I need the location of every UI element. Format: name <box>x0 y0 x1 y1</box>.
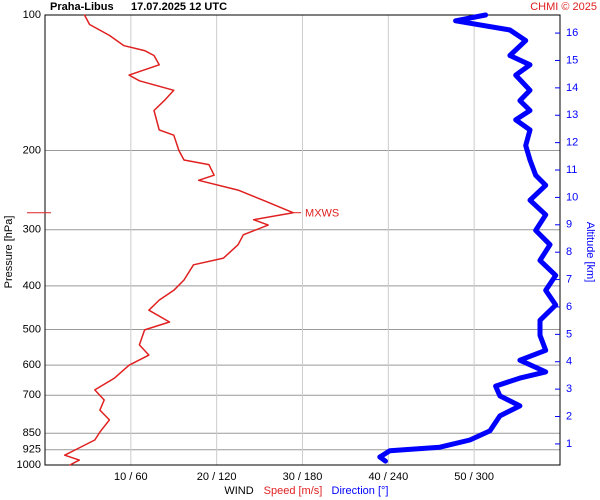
legend-label: Speed [m/s] <box>264 485 323 497</box>
annotation-label: MXWS <box>305 208 339 220</box>
y2-tick-label: 7 <box>566 273 572 285</box>
legend-label: Direction [°] <box>332 485 389 497</box>
y2-tick-label: 13 <box>566 109 578 121</box>
x-axis-label: WIND <box>224 485 253 497</box>
y-tick-label: 500 <box>23 323 41 335</box>
y-tick-label: 925 <box>23 444 41 456</box>
y-tick-label: 100 <box>23 9 41 21</box>
y-tick-label: 1000 <box>17 459 41 471</box>
y2-tick-label: 6 <box>566 301 572 313</box>
y-tick-label: 200 <box>23 144 41 156</box>
x-tick-label: 10 / 60 <box>114 471 148 483</box>
y2-tick-label: 2 <box>566 410 572 422</box>
y2-tick-label: 9 <box>566 219 572 231</box>
chart-title: Praha-Libus <box>50 1 114 13</box>
series-line <box>63 14 294 466</box>
y-tick-label: 400 <box>23 280 41 292</box>
chart-subtitle: 17.07.2025 12 UTC <box>131 1 227 13</box>
y-tick-label: 850 <box>23 427 41 439</box>
y2-tick-label: 1 <box>566 438 572 450</box>
y-tick-label: 700 <box>23 389 41 401</box>
y2-tick-label: 16 <box>566 27 578 39</box>
plot-frame <box>44 14 561 466</box>
x-tick-label: 50 / 300 <box>454 471 494 483</box>
y2-tick-label: 4 <box>566 356 572 368</box>
y2-tick-label: 8 <box>566 246 572 258</box>
series-line <box>377 12 559 464</box>
x-tick-label: 40 / 240 <box>368 471 408 483</box>
y2-tick-label: 15 <box>566 54 578 66</box>
y-axis-label: Pressure [hPa] <box>3 216 15 289</box>
y-tick-label: 300 <box>23 224 41 236</box>
y2-tick-label: 11 <box>566 164 577 176</box>
y2-tick-label: 10 <box>566 191 578 203</box>
y2-tick-label: 14 <box>566 82 578 94</box>
y-tick-label: 600 <box>23 359 41 371</box>
x-tick-label: 30 / 180 <box>283 471 323 483</box>
y2-tick-label: 12 <box>566 137 578 149</box>
x-tick-label: 20 / 120 <box>197 471 237 483</box>
y2-tick-label: 5 <box>566 328 572 340</box>
credit: CHMI © 2025 <box>530 1 597 13</box>
y2-axis-label: Altitude [km] <box>584 222 596 283</box>
y2-tick-label: 3 <box>566 383 572 395</box>
